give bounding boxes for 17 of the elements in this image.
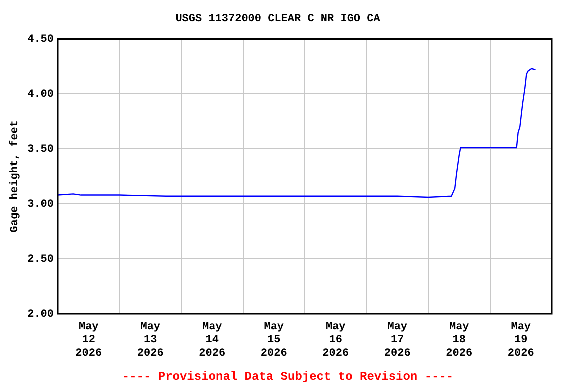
x-tick-label: May 12 2026	[76, 321, 102, 360]
x-tick-label: May 17 2026	[384, 321, 411, 360]
x-tick-label: May 16 2026	[322, 321, 350, 360]
y-axis-title: Gage height, feet	[8, 120, 22, 233]
y-tick-label: 4.00	[28, 88, 54, 101]
x-tick-label: May 18 2026	[446, 321, 473, 360]
y-tick-label: 2.00	[28, 308, 54, 321]
x-tick-label: May 15 2026	[260, 321, 288, 360]
x-tick-label: May 14 2026	[199, 321, 226, 360]
chart-title: USGS 11372000 CLEAR C NR IGO CA	[176, 13, 381, 26]
text: ---- Provisional Data Subject to Revision ----	[122, 370, 454, 384]
y-tick-label: 4.50	[28, 34, 54, 46]
x-tick-label: May 13 2026	[137, 321, 164, 360]
y-tick-label: 2.50	[28, 254, 54, 266]
y-tick-label: 3.00	[28, 198, 54, 211]
x-tick-label: May 19 2026	[508, 321, 534, 360]
y-tick-label: 3.50	[28, 144, 54, 156]
